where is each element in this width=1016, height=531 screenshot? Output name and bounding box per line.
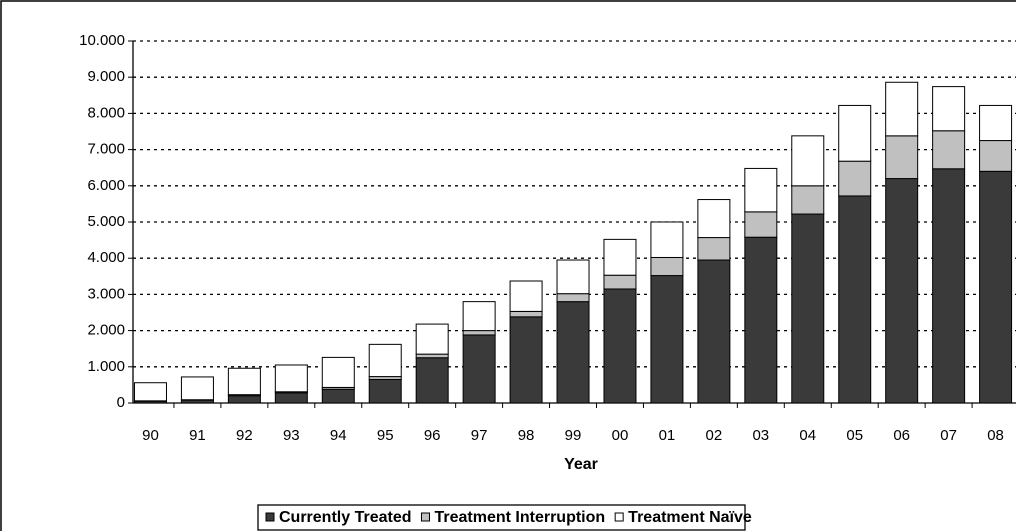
bar-segment [462,334,496,404]
bar-segment [791,135,825,187]
x-tick-label: 97 [471,427,488,444]
x-tick-label: 01 [659,427,676,444]
bar-segment [415,323,449,355]
legend-swatch [614,512,624,522]
bar-segment [603,238,637,276]
bar-segment [133,382,167,402]
x-tick-label: 02 [706,427,723,444]
legend-label: Currently Treated [279,509,411,526]
x-tick-label: 06 [893,427,910,444]
legend [257,504,746,531]
y-tick-label: 0 [117,394,125,411]
bar-segment [509,280,543,312]
x-tick-label: 03 [752,427,769,444]
bar-segment [650,221,684,258]
x-tick-label: 99 [565,427,582,444]
bar-segment [509,310,543,318]
y-tick-label: 6.000 [87,177,125,194]
bar-segment [838,160,872,197]
x-tick-label: 91 [189,427,206,444]
bar-segment [932,130,966,170]
bar-segment [838,195,872,404]
bar-segment [791,213,825,404]
bar-segment [415,357,449,404]
bar-segment [885,81,919,137]
legend-label: Treatment Interruption [434,509,605,526]
x-tick-label: 07 [940,427,957,444]
y-tick-label: 10.000 [79,32,125,49]
y-tick-label: 8.000 [87,104,125,121]
y-tick-label: 7.000 [87,141,125,158]
bar-segment [368,343,402,378]
x-tick-label: 94 [330,427,347,444]
bar-segment [697,237,731,261]
x-tick-label: 92 [236,427,253,444]
legend-swatch [265,512,275,522]
bar-segment [838,104,872,162]
bar-segment [697,199,731,239]
bar-segment [556,259,590,295]
bar-segment [556,293,590,303]
bar-segment [462,301,496,332]
bar-segment [650,256,684,277]
bar-segment [979,170,1013,404]
bar-segment [791,185,825,215]
x-tick-label: 04 [799,427,816,444]
bar-segment [180,376,214,401]
legend-swatch [420,512,430,522]
y-tick-label: 5.000 [87,213,125,230]
bar-segment [274,364,308,393]
bar-segment [462,330,496,336]
bar-segment [603,288,637,404]
bar-segment [368,378,402,404]
bar-segment [274,392,308,404]
x-tick-label: 98 [518,427,535,444]
x-tick-label: 96 [424,427,441,444]
bar-segment [415,353,449,359]
bar-segment [227,367,261,396]
bar-segment [321,388,355,404]
bar-segment [979,104,1013,142]
y-tick-label: 3.000 [87,285,125,302]
bar-segment [744,167,778,213]
bar-segment [885,178,919,404]
bar-segment [697,259,731,404]
x-tick-label: 95 [377,427,394,444]
y-tick-label: 9.000 [87,68,125,85]
y-tick-label: 2.000 [87,322,125,339]
x-tick-label: 90 [142,427,159,444]
bar-segment [227,395,261,404]
bar-segment [556,301,590,404]
x-tick-label: 05 [846,427,863,444]
y-tick-label: 4.000 [87,249,125,266]
bar-segment [932,86,966,132]
bar-segment [603,274,637,290]
x-tick-label: 93 [283,427,300,444]
bar-segment [509,316,543,404]
x-axis-label: Year [564,456,598,473]
y-tick-label: 1.000 [87,358,125,375]
x-tick-label: 08 [987,427,1004,444]
bar-segment [744,211,778,238]
bar-segment [932,168,966,404]
bar-segment [885,135,919,180]
bar-segment [321,356,355,388]
bar-segment [979,140,1013,172]
legend-label: Treatment Naïve [628,509,752,526]
bar-segment [744,236,778,404]
bar-segment [650,275,684,404]
x-tick-label: 00 [612,427,629,444]
